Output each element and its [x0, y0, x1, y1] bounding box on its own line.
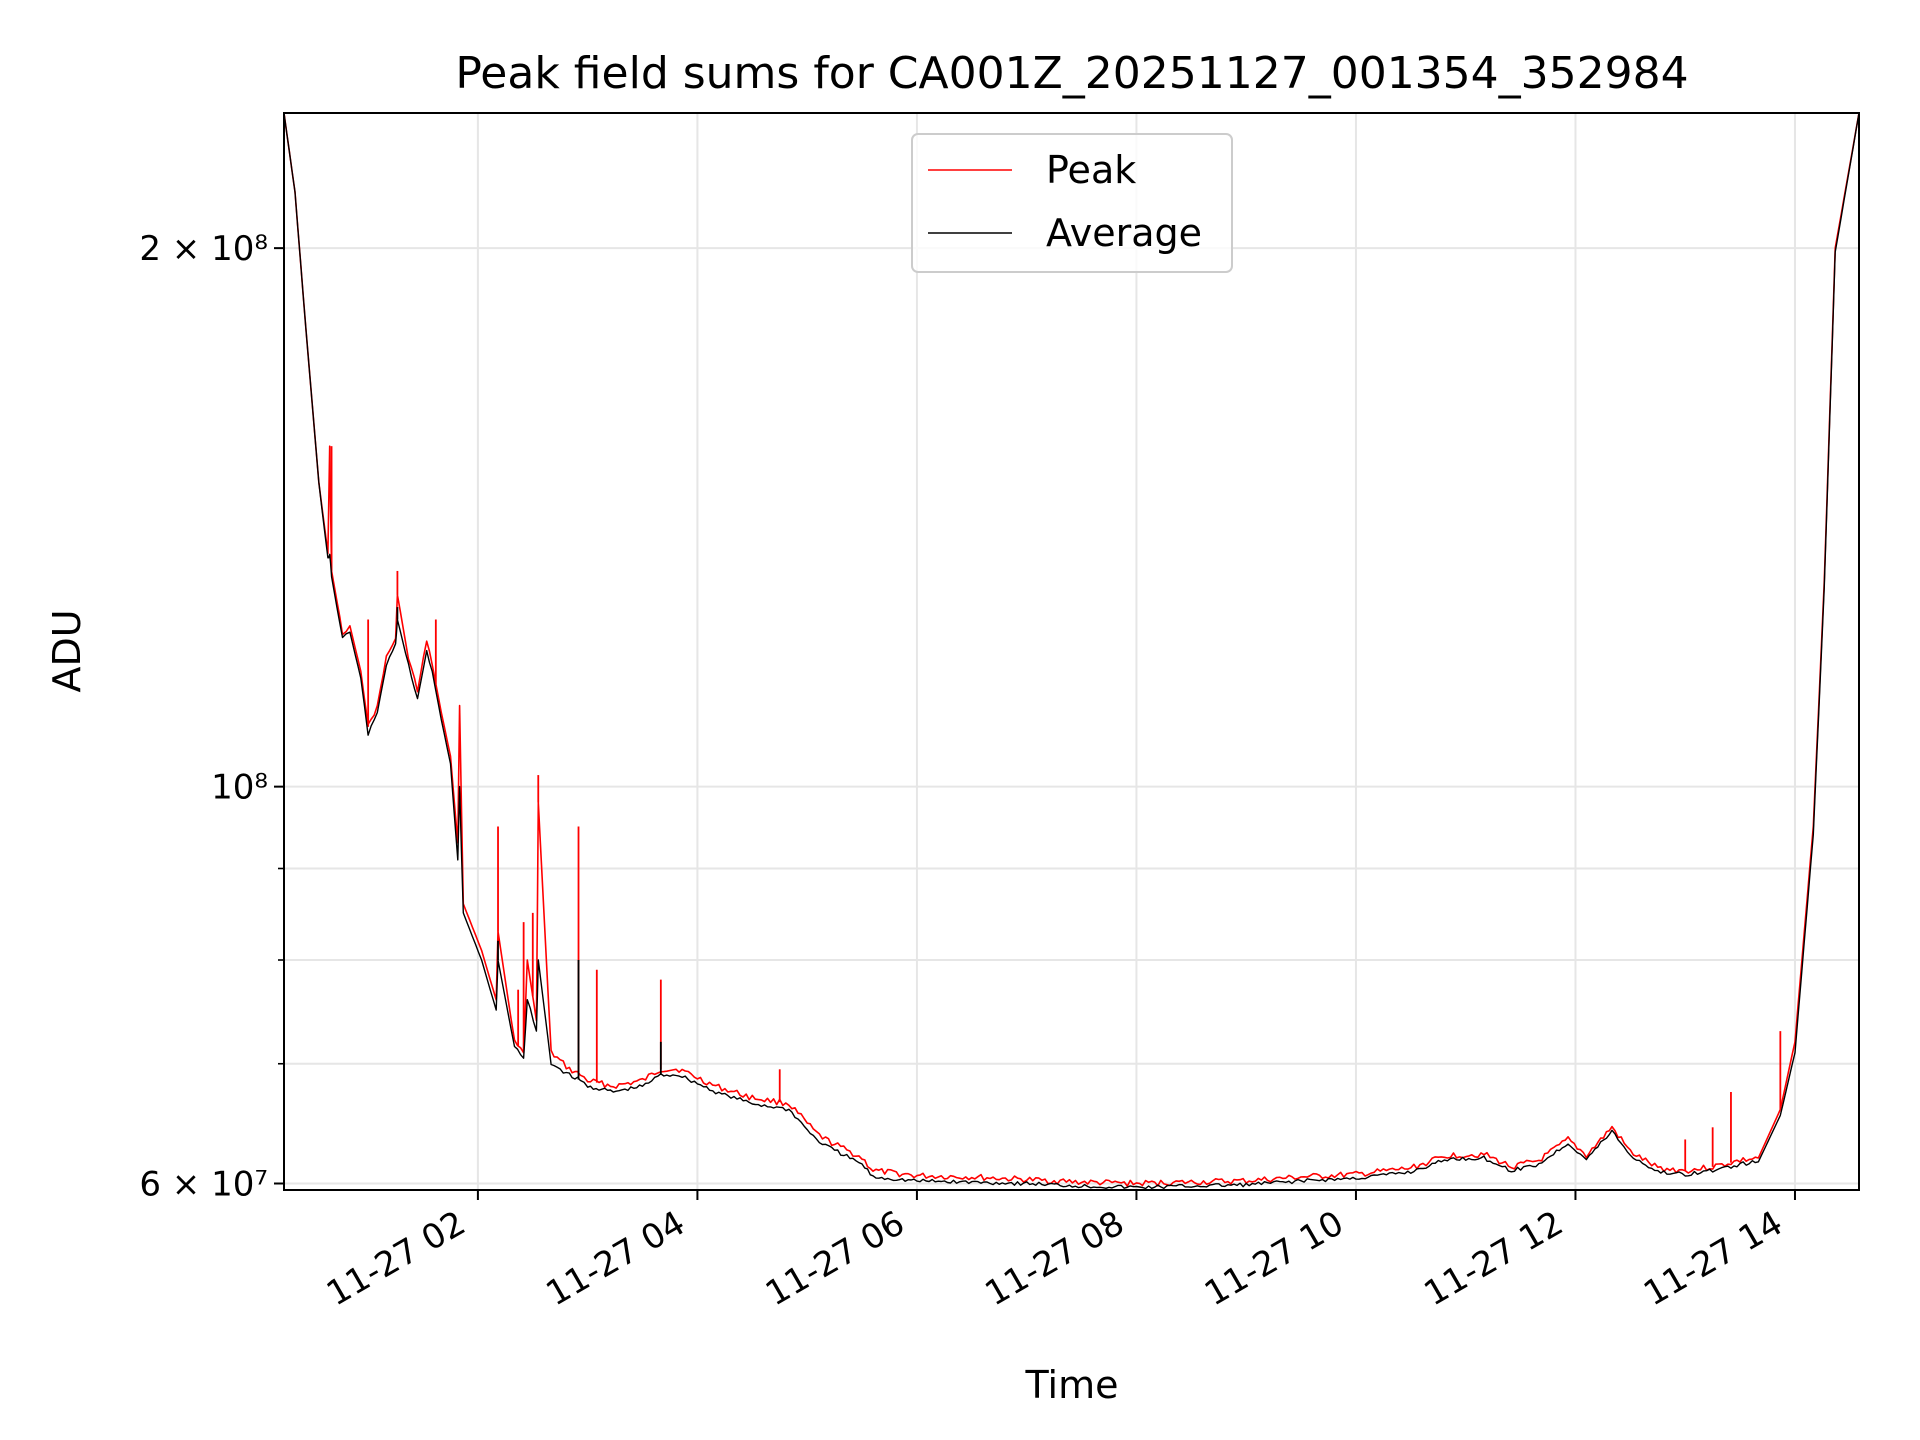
legend-label-peak: Peak	[1046, 148, 1136, 192]
series-line-average	[284, 113, 1859, 1190]
y-axis-ticks: 2 × 10⁸ 10⁸ 6 × 10⁷	[139, 229, 284, 1204]
x-axis-label: Time	[1025, 1363, 1119, 1407]
y-axis-label: ADU	[45, 609, 89, 692]
plot-frame	[283, 112, 1860, 1191]
y-tick-label: 10⁸	[211, 768, 268, 808]
series-line-peak	[284, 113, 1859, 1187]
y-tick-label: 2 × 10⁸	[139, 229, 268, 269]
grid	[284, 113, 1859, 1190]
legend-box	[911, 133, 1233, 273]
series-layer	[284, 113, 1859, 1190]
y-tick-label: 6 × 10⁷	[139, 1164, 268, 1204]
chart-title: Peak field sums for CA001Z_20251127_0013…	[455, 48, 1688, 99]
legend-label-average: Average	[1046, 211, 1202, 255]
legend: Peak Average	[911, 133, 1233, 273]
